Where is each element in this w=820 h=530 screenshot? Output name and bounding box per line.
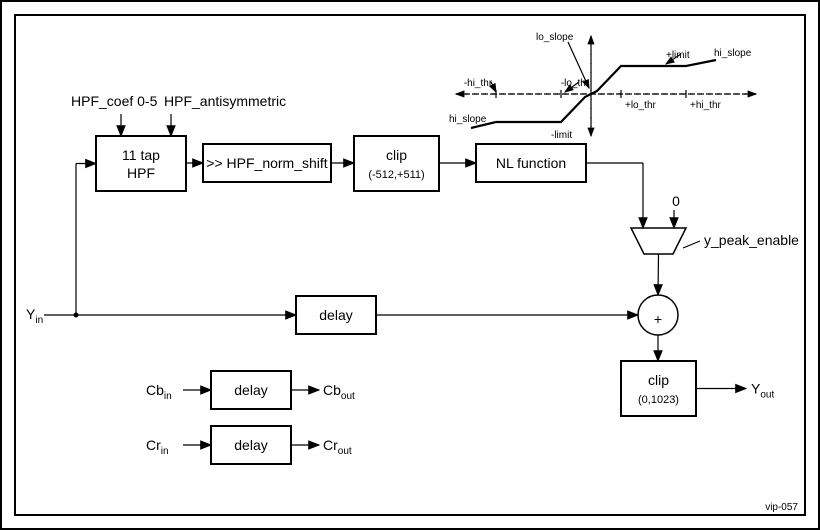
svg-text:+hi_thr: +hi_thr — [690, 100, 722, 111]
svg-text:(0,1023): (0,1023) — [638, 394, 679, 406]
svg-text:delay: delay — [234, 437, 267, 453]
svg-text:(-512,+511): (-512,+511) — [368, 169, 424, 181]
svg-text:HPF_coef 0-5: HPF_coef 0-5 — [71, 93, 158, 109]
svg-text:Crout: Crout — [323, 437, 352, 457]
svg-text:clip: clip — [386, 147, 407, 163]
svg-text:delay: delay — [319, 307, 352, 323]
svg-text:-limit: -limit — [551, 130, 572, 141]
diagram-canvas: 11 tapHPF>> HPF_norm_shiftclip(-512,+511… — [16, 16, 808, 518]
svg-text:-hi_thr: -hi_thr — [464, 78, 493, 89]
svg-text:HPF: HPF — [127, 165, 155, 181]
svg-text:Crin: Crin — [146, 437, 169, 457]
svg-text:clip: clip — [648, 372, 669, 388]
svg-text:Cbin: Cbin — [146, 382, 172, 402]
svg-text:NL function: NL function — [496, 155, 566, 171]
svg-text:-lo_thr: -lo_thr — [561, 78, 590, 89]
svg-text:y_peak_enable: y_peak_enable — [704, 232, 799, 248]
svg-text:0: 0 — [672, 193, 680, 209]
svg-text:+lo_thr: +lo_thr — [625, 100, 657, 111]
svg-text:Cbout: Cbout — [323, 382, 355, 402]
svg-text:>> HPF_norm_shift: >> HPF_norm_shift — [206, 155, 327, 171]
svg-text:Yin: Yin — [26, 306, 43, 326]
svg-text:11 tap: 11 tap — [122, 147, 160, 163]
svg-text:Yout: Yout — [751, 381, 774, 401]
svg-text:lo_slope: lo_slope — [536, 32, 574, 43]
svg-text:hi_slope: hi_slope — [449, 114, 487, 125]
svg-text:vip-057: vip-057 — [765, 502, 798, 513]
outer-frame: 11 tapHPF>> HPF_norm_shiftclip(-512,+511… — [0, 0, 820, 530]
inner-frame: 11 tapHPF>> HPF_norm_shiftclip(-512,+511… — [14, 14, 806, 516]
svg-text:delay: delay — [234, 382, 267, 398]
svg-text:HPF_antisymmetric: HPF_antisymmetric — [164, 93, 286, 109]
svg-text:hi_slope: hi_slope — [714, 48, 752, 59]
svg-text:+: + — [654, 311, 662, 327]
